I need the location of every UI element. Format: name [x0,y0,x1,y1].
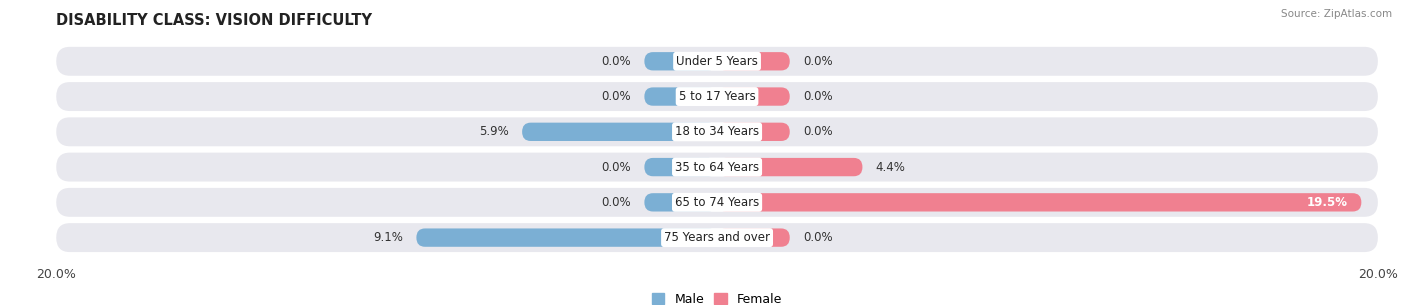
Text: 0.0%: 0.0% [602,161,631,174]
FancyBboxPatch shape [522,123,717,141]
FancyBboxPatch shape [56,82,1378,111]
FancyBboxPatch shape [717,123,790,141]
Text: 75 Years and over: 75 Years and over [664,231,770,244]
Legend: Male, Female: Male, Female [652,293,782,305]
FancyBboxPatch shape [717,52,790,70]
Text: Under 5 Years: Under 5 Years [676,55,758,68]
Text: 0.0%: 0.0% [602,55,631,68]
FancyBboxPatch shape [717,87,790,106]
Text: 9.1%: 9.1% [374,231,404,244]
FancyBboxPatch shape [644,52,717,70]
FancyBboxPatch shape [56,117,1378,146]
Text: 18 to 34 Years: 18 to 34 Years [675,125,759,138]
FancyBboxPatch shape [644,158,717,176]
FancyBboxPatch shape [56,152,1378,181]
Text: 65 to 74 Years: 65 to 74 Years [675,196,759,209]
Text: 0.0%: 0.0% [803,55,832,68]
FancyBboxPatch shape [644,87,717,106]
Text: 19.5%: 19.5% [1308,196,1348,209]
FancyBboxPatch shape [717,158,862,176]
Text: 0.0%: 0.0% [803,90,832,103]
Text: 0.0%: 0.0% [602,90,631,103]
FancyBboxPatch shape [416,228,717,247]
FancyBboxPatch shape [644,193,717,212]
Text: 4.4%: 4.4% [876,161,905,174]
FancyBboxPatch shape [717,228,790,247]
Text: 5.9%: 5.9% [479,125,509,138]
Text: 35 to 64 Years: 35 to 64 Years [675,161,759,174]
Text: Source: ZipAtlas.com: Source: ZipAtlas.com [1281,9,1392,19]
Text: DISABILITY CLASS: VISION DIFFICULTY: DISABILITY CLASS: VISION DIFFICULTY [56,13,373,28]
Text: 0.0%: 0.0% [803,125,832,138]
Text: 0.0%: 0.0% [602,196,631,209]
FancyBboxPatch shape [56,223,1378,252]
Text: 5 to 17 Years: 5 to 17 Years [679,90,755,103]
FancyBboxPatch shape [56,47,1378,76]
FancyBboxPatch shape [56,188,1378,217]
Text: 0.0%: 0.0% [803,231,832,244]
FancyBboxPatch shape [717,193,1361,212]
